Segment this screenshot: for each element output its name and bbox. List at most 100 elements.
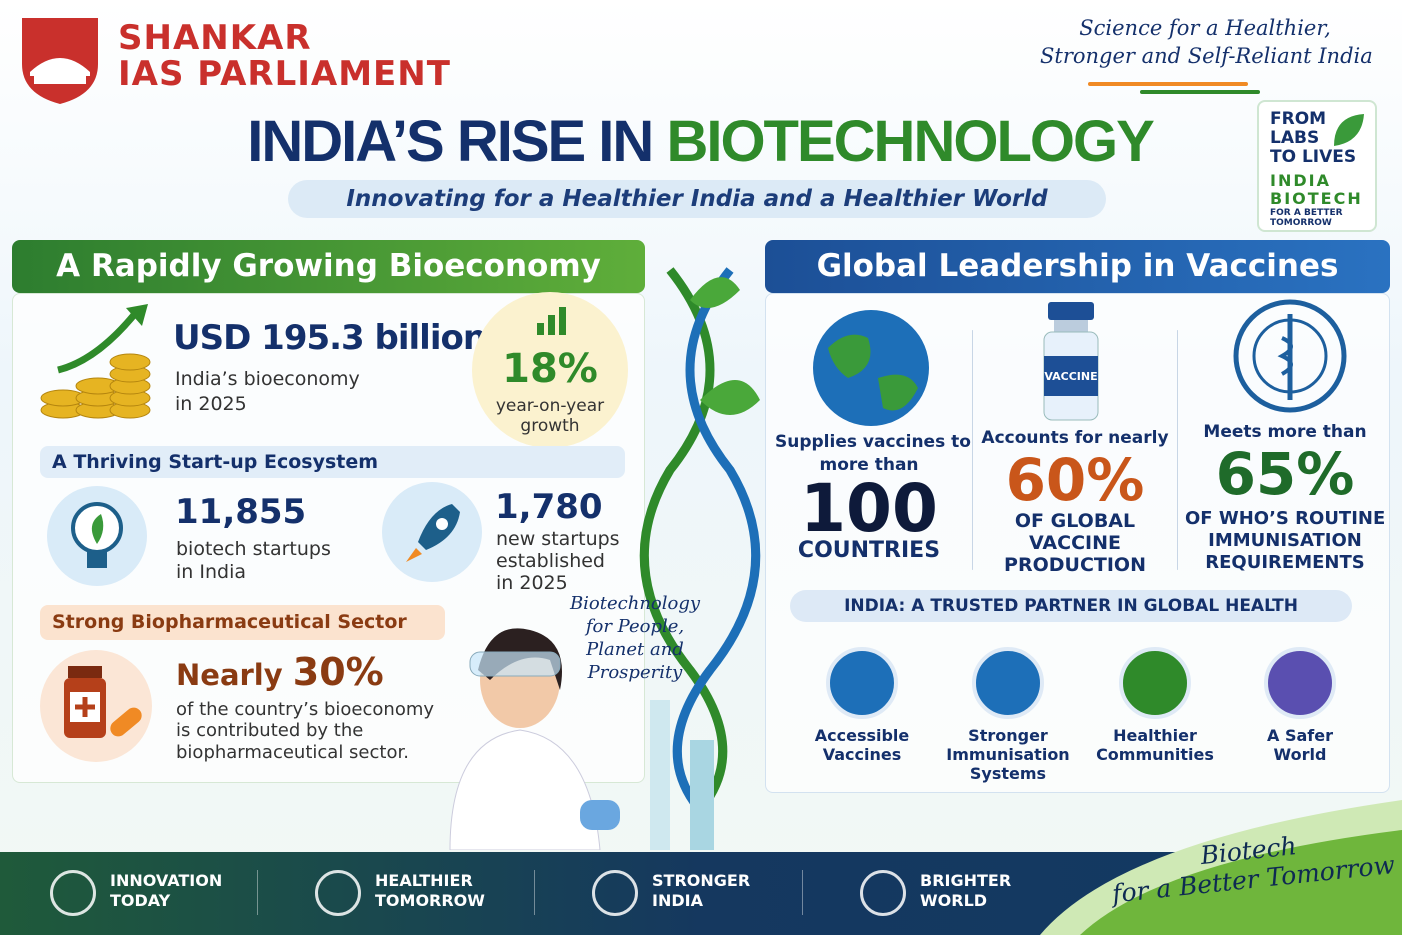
stat-value: Nearly 30% bbox=[176, 650, 384, 694]
stat-unit: COUNTRIES bbox=[797, 538, 941, 563]
stat-number: 30% bbox=[292, 650, 384, 694]
footer-divider bbox=[257, 870, 258, 915]
stat-label: in 2025 bbox=[175, 393, 247, 415]
pillar-label: World bbox=[1273, 745, 1327, 764]
scientist-illustration bbox=[449, 628, 714, 850]
stat-label: year-on-year bbox=[495, 396, 605, 416]
stat-label: VACCINE bbox=[1029, 532, 1121, 554]
stat-value: 11,855 bbox=[175, 492, 307, 532]
badge-text: FROM LABS TO LIVES bbox=[1270, 110, 1356, 167]
dna-helix bbox=[639, 267, 761, 810]
footer-label: BRIGHTER bbox=[920, 871, 1012, 890]
coins-icon bbox=[40, 304, 151, 419]
footer-divider bbox=[802, 870, 803, 915]
stat-label: OF GLOBAL bbox=[1014, 510, 1136, 532]
badge-line: BIOTECH bbox=[1270, 189, 1363, 208]
subtitle: Innovating for a Healthier India and a H… bbox=[288, 180, 1106, 218]
caption: Biotechnology for People, Planet and Prospe… bbox=[560, 592, 710, 684]
stat-value: USD 195.3 billion bbox=[173, 318, 487, 358]
section-heading: INDIA: A TRUSTED PARTNER IN GLOBAL HEALT… bbox=[790, 590, 1352, 622]
globe-icon bbox=[813, 310, 929, 426]
brand-line: IAS PARLIAMENT bbox=[118, 54, 451, 94]
rocket-icon bbox=[382, 482, 482, 582]
footer-icon bbox=[50, 870, 96, 916]
stat-label: OF WHO’S ROUTINE bbox=[1185, 508, 1386, 529]
pillar-icon bbox=[826, 647, 898, 719]
tricolor-line bbox=[1140, 90, 1260, 94]
title: INDIA’S RISE IN BIOTECHNOLOGY bbox=[200, 108, 1200, 175]
growth-icon bbox=[537, 307, 566, 335]
section-heading: A Thriving Start-up Ecosystem bbox=[40, 446, 625, 478]
stat-label: in 2025 bbox=[496, 572, 568, 594]
title-part: INDIA’S RISE IN bbox=[247, 109, 654, 174]
footer-label: WORLD bbox=[920, 891, 988, 910]
footer-icon bbox=[592, 870, 638, 916]
stat-prefix: Nearly bbox=[176, 658, 283, 692]
stat-value: 18% bbox=[502, 346, 598, 392]
stat-label: Supplies vaccines to bbox=[775, 432, 971, 452]
footer-label: TOMORROW bbox=[375, 891, 485, 910]
badge-brand: INDIA BIOTECH bbox=[1270, 172, 1363, 208]
badge-line: TOMORROW bbox=[1270, 218, 1332, 228]
leaf-icon bbox=[1334, 114, 1364, 146]
caption-line: Biotechnology bbox=[569, 593, 701, 614]
badge-line: INDIA bbox=[1270, 171, 1331, 190]
pillar-icon bbox=[972, 647, 1044, 719]
badge-line: FOR A BETTER bbox=[1270, 208, 1343, 218]
footer-label: STRONGER bbox=[652, 871, 751, 890]
footer-icon bbox=[860, 870, 906, 916]
divider bbox=[972, 330, 973, 570]
pillar-label: Healthier bbox=[1113, 726, 1197, 745]
stat-value: 1,780 bbox=[495, 487, 603, 527]
tagline: Science for a Healthier, bbox=[1079, 16, 1331, 40]
slogan-swoosh bbox=[1040, 800, 1402, 935]
stat-value: 100 bbox=[800, 470, 938, 547]
pillar-icon bbox=[1264, 647, 1336, 719]
pillar-label: Vaccines bbox=[822, 745, 902, 764]
stat-value: 65% bbox=[1215, 440, 1355, 508]
pillar-icon bbox=[1119, 647, 1191, 719]
title-part: BIOTECHNOLOGY bbox=[666, 109, 1154, 174]
stat-label: REQUIREMENTS bbox=[1205, 552, 1365, 573]
stat-label: established bbox=[496, 550, 605, 572]
stat-label: Meets more than bbox=[1203, 422, 1367, 442]
caption-line: Prosperity bbox=[587, 662, 683, 683]
stat-label: biotech startups bbox=[176, 538, 331, 560]
tagline: Stronger and Self-Reliant India bbox=[1040, 44, 1373, 68]
logo bbox=[22, 18, 98, 104]
who-emblem bbox=[1233, 299, 1347, 413]
footer-label: INDIA bbox=[652, 891, 703, 910]
footer-label: TODAY bbox=[110, 891, 171, 910]
pillar-label: Systems bbox=[969, 764, 1047, 783]
pillar-label: Communities bbox=[1096, 745, 1214, 764]
stat-label: is contributed by the bbox=[176, 720, 364, 741]
section-heading: Strong Biopharmaceutical Sector bbox=[40, 605, 445, 640]
footer-icon bbox=[315, 870, 361, 916]
vial-icon bbox=[1043, 302, 1099, 421]
panel-heading: Global Leadership in Vaccines bbox=[765, 240, 1390, 293]
badge-line: FROM bbox=[1270, 109, 1327, 129]
pillar-label: A Safer bbox=[1267, 726, 1333, 745]
bulb-icon bbox=[47, 486, 147, 586]
brand-line: SHANKAR bbox=[118, 18, 312, 58]
pillar-label: Immunisation bbox=[946, 745, 1070, 764]
panel-heading: A Rapidly Growing Bioeconomy bbox=[12, 240, 645, 293]
stat-label: Accounts for nearly bbox=[981, 428, 1169, 448]
tricolor-line bbox=[1088, 82, 1248, 86]
stat-label: in India bbox=[176, 561, 246, 583]
badge-line: LABS bbox=[1270, 128, 1320, 148]
stat-label: biopharmaceutical sector. bbox=[176, 742, 409, 763]
footer-divider bbox=[534, 870, 535, 915]
stat-label: India’s bioeconomy bbox=[175, 368, 360, 390]
divider bbox=[1177, 330, 1178, 570]
pillar-label: Accessible bbox=[814, 726, 910, 745]
badge-motto: FOR A BETTER TOMORROW bbox=[1270, 208, 1343, 228]
footer-label: INNOVATION bbox=[110, 871, 223, 890]
caption-line: for People, bbox=[585, 616, 685, 637]
stat-label: more than bbox=[819, 455, 919, 475]
stat-label: of the country’s bioeconomy bbox=[176, 699, 435, 720]
footer-label: HEALTHIER bbox=[375, 871, 473, 890]
stat-label: new startups bbox=[496, 528, 620, 550]
medicine-icon bbox=[40, 650, 152, 762]
